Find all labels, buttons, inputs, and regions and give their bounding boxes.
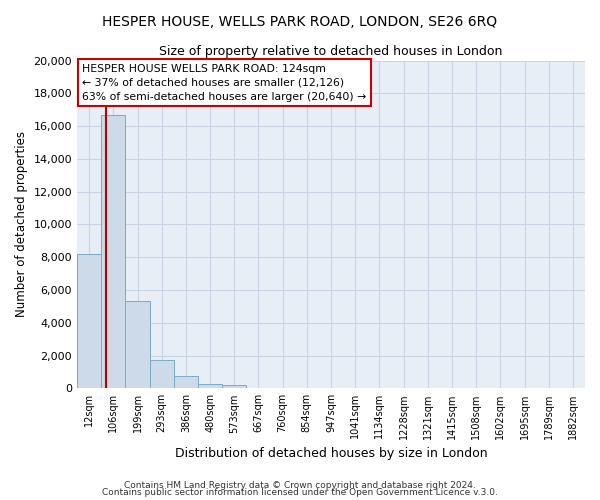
- Text: HESPER HOUSE WELLS PARK ROAD: 124sqm
← 37% of detached houses are smaller (12,12: HESPER HOUSE WELLS PARK ROAD: 124sqm ← 3…: [82, 64, 367, 102]
- Text: HESPER HOUSE, WELLS PARK ROAD, LONDON, SE26 6RQ: HESPER HOUSE, WELLS PARK ROAD, LONDON, S…: [103, 15, 497, 29]
- Bar: [174, 376, 198, 388]
- Title: Size of property relative to detached houses in London: Size of property relative to detached ho…: [160, 45, 503, 58]
- Bar: [222, 385, 247, 388]
- Bar: [149, 360, 174, 388]
- Bar: [198, 384, 222, 388]
- Bar: [125, 302, 149, 388]
- Y-axis label: Number of detached properties: Number of detached properties: [15, 132, 28, 318]
- Text: Contains public sector information licensed under the Open Government Licence v.: Contains public sector information licen…: [102, 488, 498, 497]
- X-axis label: Distribution of detached houses by size in London: Distribution of detached houses by size …: [175, 447, 487, 460]
- Bar: [77, 254, 101, 388]
- Bar: [101, 114, 125, 388]
- Text: Contains HM Land Registry data © Crown copyright and database right 2024.: Contains HM Land Registry data © Crown c…: [124, 480, 476, 490]
